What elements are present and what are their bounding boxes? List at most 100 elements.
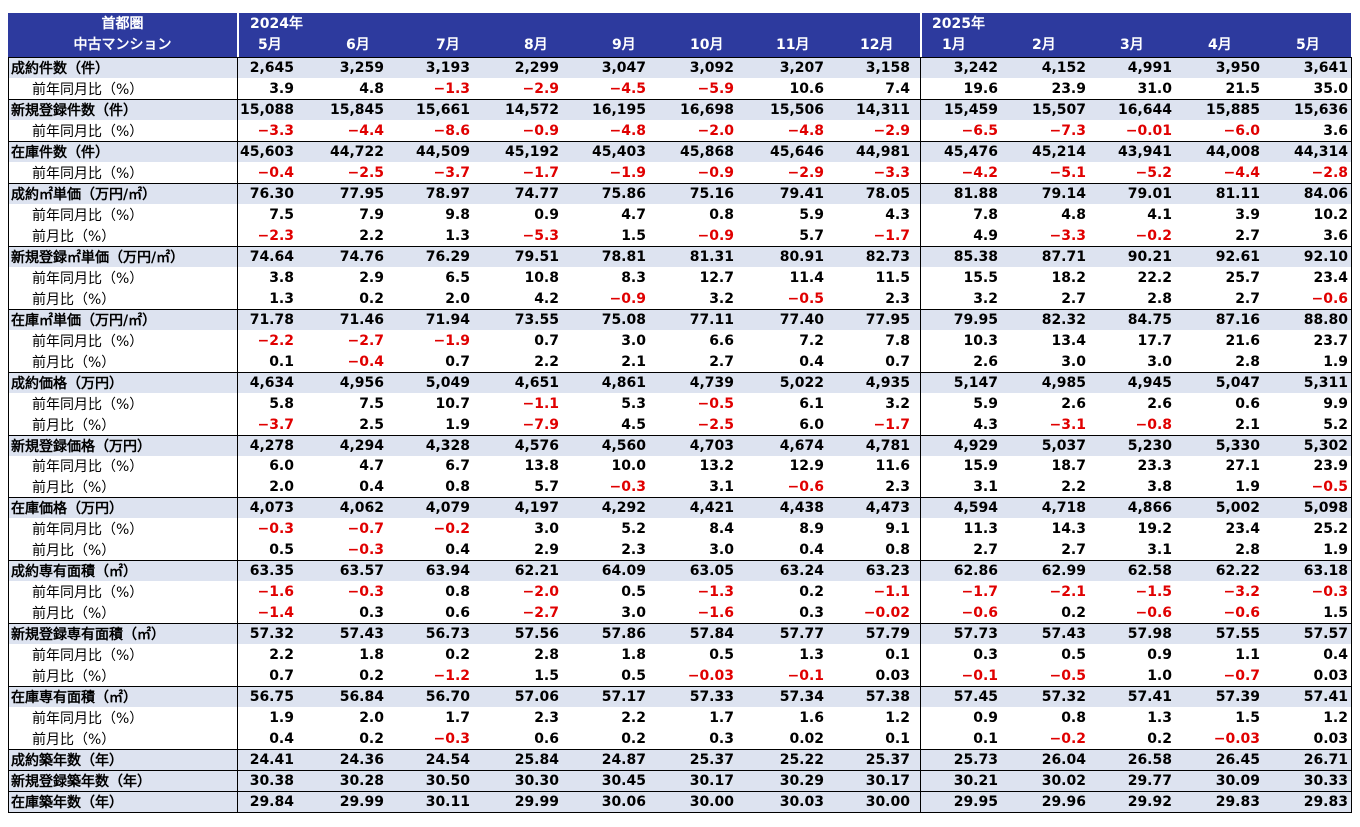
table-cell: 0.7 — [445, 353, 470, 370]
table-cell: 79.41 — [779, 185, 824, 202]
table-cell: −7.9 — [522, 416, 559, 433]
table-cell: 15,507 — [1031, 101, 1086, 118]
table-cell: 3,259 — [339, 59, 384, 76]
row-label: 前月比（%） — [32, 668, 116, 685]
table-cell: 63.18 — [1303, 562, 1348, 579]
table-cell: 4,594 — [953, 499, 998, 516]
table-cell: 6.7 — [445, 457, 470, 474]
table-cell: 13.8 — [524, 457, 559, 474]
table-cell: 2.6 — [973, 353, 998, 370]
table-cell: 81.88 — [953, 185, 998, 202]
table-cell: 1.3 — [269, 290, 294, 307]
table-cell: 30.38 — [249, 772, 294, 789]
table-cell: 57.43 — [339, 625, 384, 642]
table-cell: 10.8 — [524, 269, 559, 286]
row-label: 前月比（%） — [32, 605, 116, 622]
table-row-sub: 前年同月比（%） −2.2 −2.7 −1.9 0.7 3.0 6.6 7.2 7.8 10.3 1… — [8, 330, 1351, 351]
table-cell: −0.6 — [961, 604, 998, 621]
table-cell: −2.7 — [522, 604, 559, 621]
table-row-metric: 新規登録価格（万円） 4,278 4,294 4,328 4,576 4,560 4,703… — [8, 435, 1351, 456]
table-cell: 3.9 — [269, 80, 294, 97]
table-row-sub: 前年同月比（%） 6.0 4.7 6.7 13.8 10.0 13.2 12.9 11.6 15.… — [8, 455, 1351, 476]
table-cell: 29.83 — [1303, 793, 1348, 810]
table-cell: 4,929 — [953, 437, 998, 454]
table-cell: 2.1 — [621, 353, 646, 370]
table-cell: 30.17 — [865, 772, 910, 789]
row-separator — [8, 183, 1351, 184]
table-cell: 76.29 — [425, 248, 470, 265]
table-cell: 78.81 — [601, 248, 646, 265]
table-cell: 6.6 — [709, 332, 734, 349]
table-cell: 17.7 — [1137, 332, 1172, 349]
table-cell: 0.5 — [621, 667, 646, 684]
table-cell: 0.7 — [534, 332, 559, 349]
table-cell: −1.7 — [873, 227, 910, 244]
table-cell: 75.08 — [601, 311, 646, 328]
header-month: 9月 — [612, 37, 636, 53]
table-cell: 3.0 — [1061, 353, 1086, 370]
table-cell: 79.95 — [953, 311, 998, 328]
table-cell: 11.6 — [875, 457, 910, 474]
table-cell: 4,634 — [249, 374, 294, 391]
table-cell: 2.3 — [885, 478, 910, 495]
table-cell: −2.9 — [522, 80, 559, 97]
table-cell: 4,560 — [601, 437, 646, 454]
table-cell: −3.7 — [257, 416, 294, 433]
table-cell: 29.95 — [953, 793, 998, 810]
table-cell: 2.6 — [1061, 395, 1086, 412]
table-cell: 25.37 — [689, 751, 734, 768]
table-cell: 88.80 — [1303, 311, 1348, 328]
table-cell: −6.0 — [1223, 122, 1260, 139]
table-cell: 14,311 — [855, 101, 910, 118]
table-cell: 57.55 — [1215, 625, 1260, 642]
header-divider — [920, 13, 922, 57]
table-cell: 10.7 — [435, 395, 470, 412]
table-cell: 31.0 — [1137, 80, 1172, 97]
table-cell: 3.0 — [621, 332, 646, 349]
table-cell: 4,945 — [1127, 374, 1172, 391]
row-separator — [8, 770, 1351, 771]
table-cell: 0.6 — [1235, 395, 1260, 412]
row-label: 在庫価格（万円） — [11, 500, 123, 517]
table-cell: 2.2 — [621, 709, 646, 726]
table-cell: −1.4 — [257, 604, 294, 621]
table-cell: 5,230 — [1127, 437, 1172, 454]
table-cell: 0.2 — [359, 290, 384, 307]
table-cell: 2.5 — [359, 416, 384, 433]
table-cell: 0.1 — [269, 353, 294, 370]
table-cell: 2,299 — [514, 59, 559, 76]
table-cell: 3,207 — [779, 59, 824, 76]
table-cell: 16,644 — [1117, 101, 1172, 118]
table-cell: −0.8 — [1135, 416, 1172, 433]
table-cell: 0.03 — [1313, 667, 1348, 684]
table-cell: 29.92 — [1127, 793, 1172, 810]
table-cell: 1.5 — [534, 667, 559, 684]
table-cell: 1.9 — [1323, 353, 1348, 370]
table-cell: 13.2 — [699, 457, 734, 474]
table-cell: 7.8 — [973, 206, 998, 223]
table-cell: 13.4 — [1051, 332, 1086, 349]
table-row-sub: 前年同月比（%） 3.8 2.9 6.5 10.8 8.3 12.7 11.4 11.5 15.5… — [8, 267, 1351, 288]
row-label: 前月比（%） — [32, 354, 116, 371]
table-row-sub: 前年同月比（%） −1.6 −0.3 0.8 −2.0 0.5 −1.3 0.2 −1.1 −1.… — [8, 581, 1351, 602]
table-row-sub: 前月比（%） −2.3 2.2 1.3 −5.3 1.5 −0.9 5.7 −1.7 4.9 −3.… — [8, 225, 1351, 246]
table-cell: 12.7 — [699, 269, 734, 286]
table-cell: 23.7 — [1313, 332, 1348, 349]
table-cell: 0.5 — [269, 541, 294, 558]
table-cell: 0.4 — [269, 730, 294, 747]
table-cell: 1.9 — [269, 709, 294, 726]
table-cell: 14.3 — [1051, 520, 1086, 537]
table-cell: 0.2 — [1147, 730, 1172, 747]
table-cell: 1.1 — [1235, 646, 1260, 663]
table-cell: 0.2 — [621, 730, 646, 747]
table-cell: −1.2 — [433, 667, 470, 684]
table-cell: 3.8 — [1147, 478, 1172, 495]
table-cell: 7.5 — [269, 206, 294, 223]
table-cell: 3.2 — [709, 290, 734, 307]
table-cell: 57.73 — [953, 625, 998, 642]
table-cell: 4,651 — [514, 374, 559, 391]
table-cell: 1.8 — [359, 646, 384, 663]
table-cell: 9.9 — [1323, 395, 1348, 412]
header-corner-region: 首都圏 — [101, 16, 144, 32]
table-cell: 4.5 — [621, 416, 646, 433]
